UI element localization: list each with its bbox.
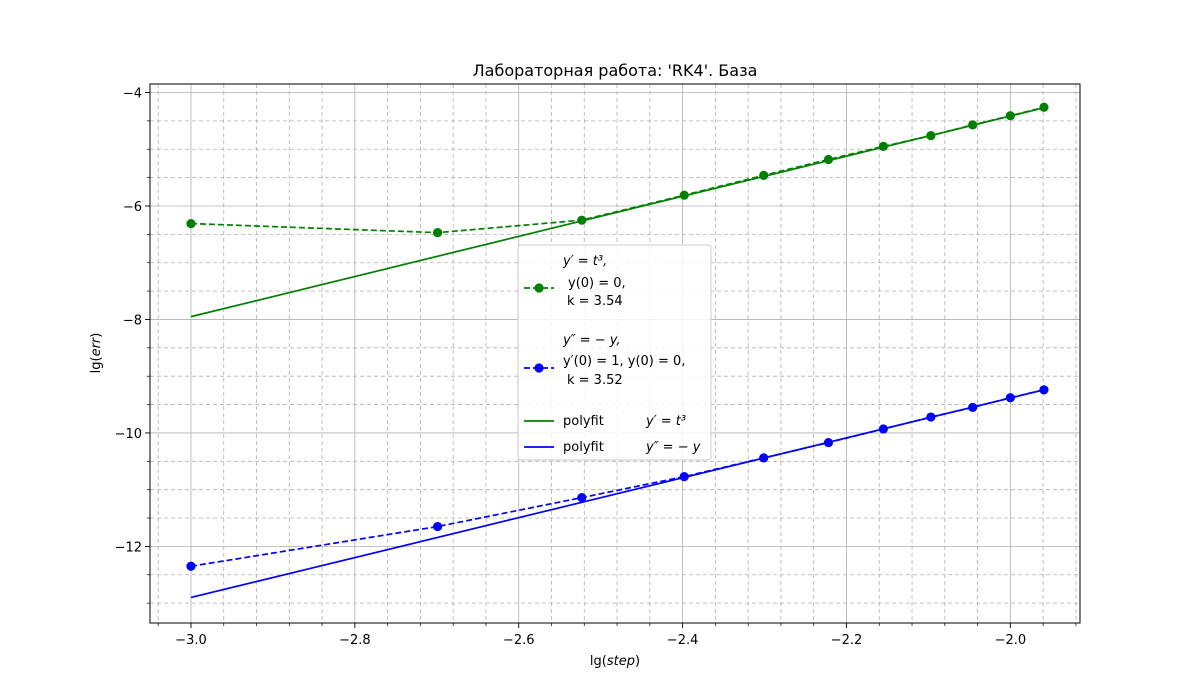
legend-entry-blue-fit: polyfit y″ = − y xyxy=(524,440,701,455)
legend-swatch-blue-marker xyxy=(534,363,544,373)
y-tick-label: −4 xyxy=(123,87,142,102)
y-axis-label-prefix: lg( xyxy=(89,356,104,373)
y-axis-label-suffix: ) xyxy=(89,333,104,338)
legend-eq-blue-fit: y″ = − y xyxy=(645,440,701,455)
data-point-green xyxy=(878,141,888,152)
data-point-blue xyxy=(186,561,196,571)
x-axis-label: lg(step) xyxy=(590,654,640,669)
data-point-green xyxy=(968,120,978,130)
data-point-blue xyxy=(1039,385,1049,395)
legend-label-green-line3: k = 3.54 xyxy=(567,294,623,309)
data-point-green xyxy=(679,190,689,200)
data-point-blue xyxy=(1005,393,1015,403)
data-point-green xyxy=(926,131,936,141)
series-line-green xyxy=(190,106,1045,234)
y-tick-label: −10 xyxy=(115,427,142,442)
legend-label-blue-line2: y′(0) = 1, y(0) = 0, xyxy=(563,354,685,369)
data-point-green xyxy=(759,170,769,180)
data-point-blue xyxy=(926,412,936,422)
x-axis-label-prefix: lg( xyxy=(590,654,607,669)
data-point-green xyxy=(1039,102,1049,112)
axes-frame xyxy=(149,83,1081,624)
y-tick-label: −8 xyxy=(123,313,142,328)
legend-label-green-fit: polyfit xyxy=(563,414,604,429)
x-tick-label: −2.0 xyxy=(995,633,1027,648)
legend: y′ = t³, y(0) = 0, k = 3.54 y″ = − y, y′… xyxy=(517,244,712,461)
data-point-green xyxy=(577,215,587,225)
x-tick-label: −2.2 xyxy=(831,633,863,648)
axis-ticks: −3.0 −2.8 −2.6 −2.4 −2.2 −2.0 −12 −10 −8 −6 −4 xyxy=(115,87,1077,648)
data-point-blue xyxy=(433,521,443,532)
x-axis-label-suffix: ) xyxy=(635,654,640,669)
data-point-blue xyxy=(759,453,769,463)
plot-area xyxy=(186,102,1049,599)
legend-label-green-line2: y(0) = 0, xyxy=(568,276,626,291)
y-axis-label-var: err xyxy=(89,336,104,356)
x-tick-label: −2.8 xyxy=(339,633,371,648)
legend-entry-green: y′ = t³, y(0) = 0, k = 3.54 xyxy=(524,254,626,309)
data-point-blue xyxy=(968,402,978,412)
legend-entry-blue: y″ = − y, y′(0) = 1, y(0) = 0, k = 3.52 xyxy=(524,333,685,388)
data-point-green xyxy=(433,228,443,238)
x-tick-label: −2.4 xyxy=(667,633,699,648)
y-tick-label: −12 xyxy=(115,540,142,555)
data-point-blue xyxy=(577,493,587,503)
y-axis-label: lg(err) xyxy=(89,333,104,374)
data-point-blue xyxy=(878,424,888,434)
chart-title: Лабораторная работа: 'RK4'. База xyxy=(473,61,758,80)
data-point-blue xyxy=(679,472,689,482)
legend-label-blue-fit: polyfit xyxy=(563,440,604,455)
legend-label-blue-line3: k = 3.52 xyxy=(567,373,623,388)
data-point-green xyxy=(186,218,196,229)
legend-label-blue-line1: y″ = − y, xyxy=(562,333,621,348)
data-point-green xyxy=(823,154,834,165)
data-point-blue xyxy=(823,437,834,448)
legend-swatch-green-marker xyxy=(534,283,544,293)
x-axis-label-var: step xyxy=(607,654,635,669)
data-point-green xyxy=(1005,111,1015,121)
x-tick-label: −2.6 xyxy=(503,633,535,648)
y-tick-label: −6 xyxy=(123,200,142,215)
x-tick-label: −3.0 xyxy=(175,633,207,648)
legend-box xyxy=(517,244,712,461)
legend-label-green-line1: y′ = t³, xyxy=(562,254,607,269)
legend-entry-green-fit: polyfit y′ = t³ xyxy=(524,414,686,429)
legend-eq-green-fit: y′ = t³ xyxy=(645,414,686,429)
